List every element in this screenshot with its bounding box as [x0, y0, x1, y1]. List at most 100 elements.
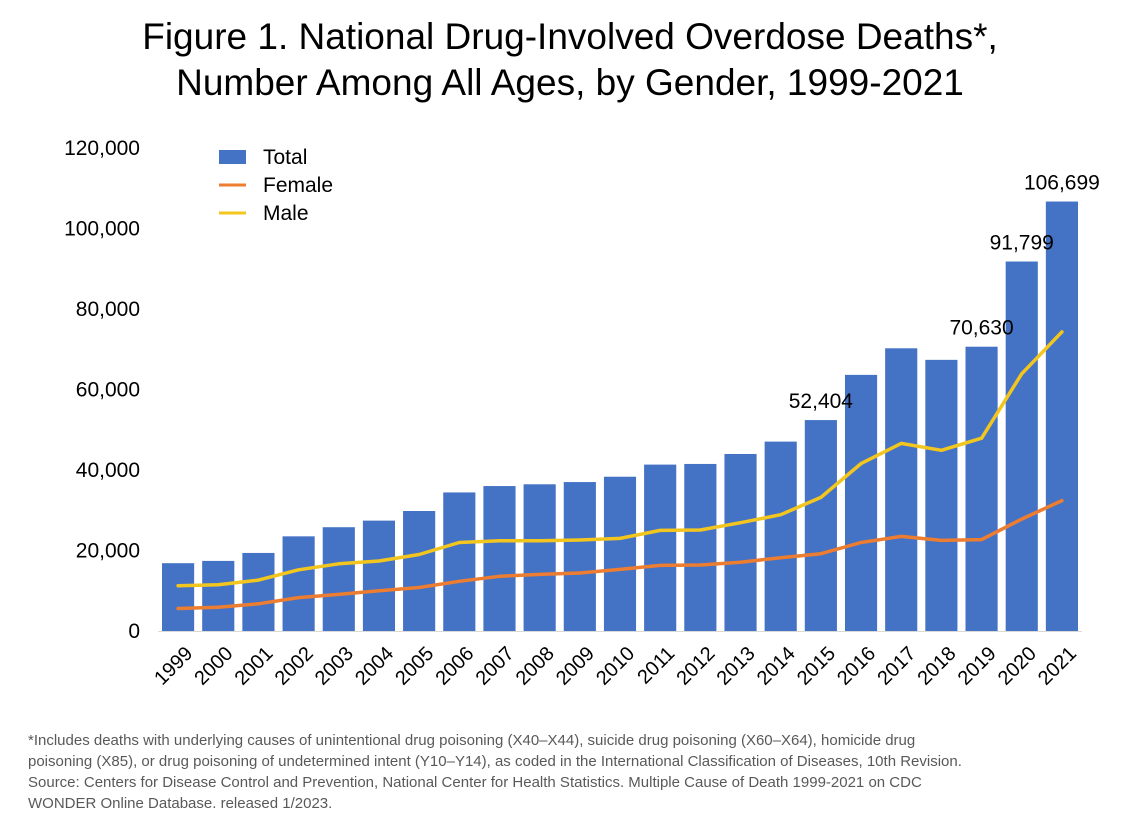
chart-title: Figure 1. National Drug-Involved Overdos…	[0, 14, 1140, 106]
legend-label-female: Female	[263, 174, 333, 197]
footnote-line-1: *Includes deaths with underlying causes …	[28, 732, 916, 749]
point-male-2002	[297, 568, 301, 572]
data-label-2020: 91,799	[990, 232, 1054, 255]
x-tick-label: 2006	[431, 643, 478, 690]
bar-total-2001	[242, 552, 275, 631]
chart-title-line-1: Figure 1. National Drug-Involved Overdos…	[142, 16, 998, 57]
point-female-2008	[538, 572, 542, 577]
x-tick-label: 2002	[271, 643, 318, 690]
point-male-2011	[658, 528, 662, 532]
x-tick-label: 2014	[753, 643, 800, 690]
x-tick-label: 2013	[713, 643, 760, 690]
point-female-2021	[1060, 498, 1064, 503]
bar-total-2010	[603, 476, 637, 631]
x-tick-label: 2010	[592, 643, 639, 690]
point-female-2000	[216, 605, 220, 609]
point-female-2017	[899, 534, 903, 539]
x-tick-label: 2008	[512, 643, 559, 690]
point-female-2003	[337, 592, 341, 596]
y-tick-label: 120,000	[64, 137, 140, 160]
bar-total-2005	[403, 511, 436, 631]
bar-total-2012	[684, 463, 717, 631]
overdose-deaths-chart: 0 20,000 40,000 60,000 80,000 100,000 120,000 5…	[64, 137, 1100, 690]
point-female-2013	[738, 560, 743, 564]
bar-total-2011	[644, 464, 677, 631]
data-label-2019: 70,630	[949, 317, 1013, 340]
bar-total-2021	[1045, 201, 1078, 631]
point-male-2005	[417, 552, 421, 557]
x-tick-label: 2019	[954, 643, 1001, 690]
legend-label-total: Total	[263, 146, 307, 169]
y-tick-label: 40,000	[76, 459, 140, 482]
bar-total-2013	[724, 453, 757, 631]
x-tick-label: 2009	[552, 643, 599, 690]
point-male-2000	[216, 583, 220, 587]
x-tick-label: 2004	[351, 643, 398, 690]
bar-total-2000	[202, 560, 235, 631]
chart-footnote: *Includes deaths with underlying causes …	[28, 730, 1118, 814]
x-tick-label: 2001	[231, 643, 278, 690]
point-male-2020	[1020, 372, 1024, 376]
y-tick-label: 60,000	[76, 379, 140, 402]
x-tick-label: 2015	[793, 643, 840, 690]
footnote-line-3: Source: Centers for Disease Control and …	[28, 774, 922, 791]
point-male-2016	[859, 461, 863, 466]
footnote-line-4: WONDER Online Database. released 1/2023.	[28, 795, 333, 812]
point-female-2005	[417, 585, 421, 590]
point-female-2010	[618, 567, 622, 572]
x-tick-label: 2020	[994, 643, 1041, 690]
legend-swatch-total	[219, 150, 246, 164]
x-tick-label: 2011	[633, 643, 679, 689]
bar-total-2006	[443, 492, 476, 631]
point-female-2009	[578, 571, 582, 575]
point-male-2019	[979, 436, 984, 440]
bar-total-2015	[804, 420, 837, 631]
bar-total-1999	[162, 563, 195, 631]
y-tick-label: 20,000	[76, 540, 140, 563]
point-female-2006	[457, 579, 461, 583]
bar-total-2014	[764, 441, 797, 631]
bar-total-2020	[1005, 261, 1038, 631]
point-male-2008	[538, 539, 542, 543]
bar-total-2004	[362, 520, 396, 631]
x-tick-label: 2012	[672, 643, 719, 690]
point-male-2015	[819, 495, 823, 499]
legend-label-male: Male	[263, 202, 309, 225]
point-male-2021	[1060, 330, 1064, 334]
y-tick-label: 80,000	[76, 298, 140, 321]
point-male-2018	[939, 448, 943, 452]
x-tick-label: 2018	[914, 643, 961, 690]
chart-title-line-2: Number Among All Ages, by Gender, 1999-2…	[176, 62, 964, 103]
point-male-2001	[256, 578, 261, 582]
x-tick-label: 2021	[1034, 643, 1081, 690]
x-tick-label: 2005	[391, 643, 438, 690]
point-female-2020	[1020, 517, 1024, 521]
point-female-2016	[859, 540, 863, 545]
point-female-2007	[497, 574, 502, 578]
bar-total-2016	[844, 374, 878, 631]
data-label-2015: 52,404	[789, 390, 854, 413]
point-female-1999	[176, 606, 180, 611]
point-male-2006	[457, 540, 461, 545]
point-female-2001	[256, 602, 261, 606]
point-male-1999	[176, 584, 180, 588]
x-tick-label: 2000	[190, 643, 237, 690]
point-female-2011	[658, 563, 662, 567]
footnote-line-2: poisoning (X85), or drug poisoning of un…	[28, 753, 962, 770]
bar-total-2007	[483, 486, 516, 631]
y-tick-label: 100,000	[64, 218, 140, 241]
point-female-2019	[979, 538, 984, 542]
bar-total-2003	[322, 527, 355, 631]
point-male-2004	[377, 559, 381, 563]
point-male-2013	[738, 521, 743, 525]
x-tick-label: 2017	[873, 643, 920, 690]
bar-total-2019	[965, 346, 998, 631]
bar-total-2009	[563, 482, 596, 631]
point-female-2002	[297, 595, 301, 600]
point-female-2018	[939, 538, 943, 543]
bar-total-2017	[885, 348, 918, 631]
x-tick-label: 1999	[150, 643, 197, 690]
point-male-2014	[779, 513, 783, 517]
x-tick-label: 2007	[472, 643, 519, 690]
point-male-2003	[337, 562, 341, 566]
